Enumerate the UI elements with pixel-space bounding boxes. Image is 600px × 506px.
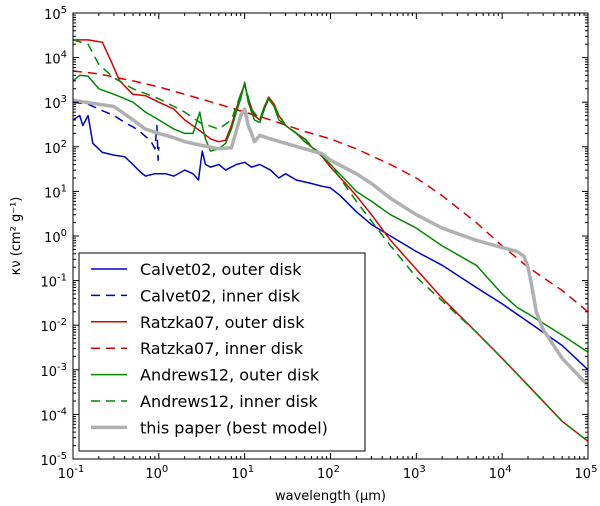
y-tick-label: 10-5 xyxy=(40,451,67,469)
legend-label: Ratzka07, inner disk xyxy=(140,339,304,358)
legend-box xyxy=(78,252,366,452)
y-tick-label: 100 xyxy=(44,228,67,246)
legend-label: Andrews12, outer disk xyxy=(140,366,320,385)
y-tick-label: 10-2 xyxy=(40,317,67,335)
x-tick-label: 101 xyxy=(231,464,254,482)
plot-frame xyxy=(72,12,589,460)
x-tick-label: 105 xyxy=(575,464,598,482)
y-tick-label: 10-4 xyxy=(40,406,67,424)
legend: Calvet02, outer disk Calvet02, inner disk… xyxy=(78,252,366,452)
legend-label: Calvet02, outer disk xyxy=(140,260,302,279)
series-line-1 xyxy=(73,101,160,161)
x-tick-label: 10-1 xyxy=(58,464,85,482)
x-axis-label: wavelength (μm) xyxy=(275,489,386,504)
y-tick-label: 102 xyxy=(44,139,67,157)
y-tick-label: 101 xyxy=(44,183,67,201)
series-line-6 xyxy=(73,98,588,387)
tick-labels: 10-1 100 101 102 103 104 105 10-5 10-4 10-3 10-2 10… xyxy=(40,5,597,482)
legend-label: this paper (best model) xyxy=(140,418,328,437)
x-tick-label: 104 xyxy=(489,464,512,482)
y-tick-label: 10-1 xyxy=(40,273,67,291)
x-tick-label: 102 xyxy=(317,464,340,482)
x-tick-label: 100 xyxy=(145,464,168,482)
series-line-5 xyxy=(73,39,588,442)
legend-label: Calvet02, inner disk xyxy=(140,286,301,305)
y-tick-label: 10-3 xyxy=(40,362,67,380)
y-axis-label: κν (cm² g⁻¹) xyxy=(9,197,24,276)
y-tick-label: 105 xyxy=(44,5,67,23)
plot-area xyxy=(73,39,588,442)
series-line-0 xyxy=(73,114,588,371)
y-tick-label: 103 xyxy=(44,94,67,112)
legend-label: Ratzka07, outer disk xyxy=(140,313,305,332)
x-tick-label: 103 xyxy=(403,464,426,482)
y-tick-label: 104 xyxy=(44,50,67,68)
legend-label: Andrews12, inner disk xyxy=(140,392,318,411)
series-line-4 xyxy=(73,74,588,353)
